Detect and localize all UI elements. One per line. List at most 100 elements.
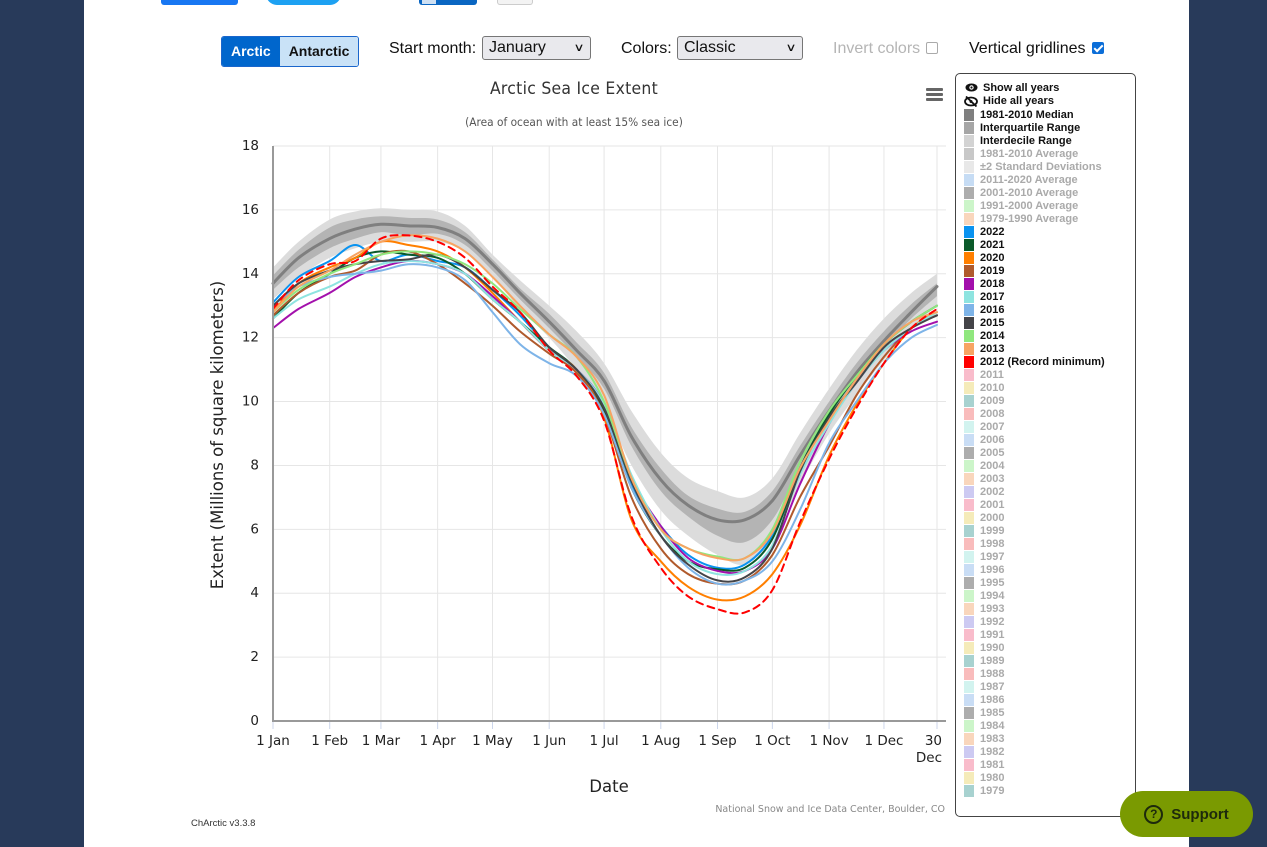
legend-item[interactable]: 2011-2020 Average [964, 173, 1135, 186]
legend-item[interactable]: 1979 [964, 784, 1135, 797]
chevron-down-icon: ∨ [785, 42, 797, 54]
legend-label: ±2 Standard Deviations [980, 160, 1102, 173]
legend-item[interactable]: 1995 [964, 576, 1135, 589]
legend-item[interactable]: 2021 [964, 238, 1135, 251]
legend-label: 2012 (Record minimum) [980, 355, 1105, 368]
legend-item[interactable]: 2014 [964, 329, 1135, 342]
series-2021 [272, 250, 938, 572]
help-icon: ? [1144, 804, 1164, 824]
legend-swatch [964, 771, 974, 784]
legend-item[interactable]: 1983 [964, 732, 1135, 745]
show-all-years-label: Show all years [983, 81, 1060, 94]
antarctic-button[interactable]: Antarctic [279, 37, 359, 66]
legend-item[interactable]: 2003 [964, 472, 1135, 485]
legend-item[interactable]: 1986 [964, 693, 1135, 706]
legend-item[interactable]: 2002 [964, 485, 1135, 498]
legend-item[interactable]: 2009 [964, 394, 1135, 407]
legend-item[interactable]: 1981-2010 Average [964, 147, 1135, 160]
support-button[interactable]: ? Support [1120, 791, 1253, 837]
legend-item[interactable]: 2001-2010 Average [964, 186, 1135, 199]
legend-item[interactable]: 1994 [964, 589, 1135, 602]
chart-controls: Arctic Antarctic Start month: January ∨ … [84, 36, 1189, 68]
legend-item[interactable]: 1981 [964, 758, 1135, 771]
legend-item[interactable]: 1980 [964, 771, 1135, 784]
legend-item[interactable]: 2007 [964, 420, 1135, 433]
hide-all-years-button[interactable]: Hide all years [964, 95, 1135, 109]
legend-item[interactable]: 1993 [964, 602, 1135, 615]
hide-all-years-label: Hide all years [983, 95, 1054, 108]
start-month-select[interactable]: January ∨ [482, 36, 591, 60]
hemisphere-toggle: Arctic Antarctic [221, 36, 360, 67]
legend-label: 2015 [980, 316, 1005, 329]
legend-item[interactable]: 1989 [964, 654, 1135, 667]
legend-item[interactable]: 1982 [964, 745, 1135, 758]
legend-item[interactable]: 1992 [964, 615, 1135, 628]
colors-label: Colors: [621, 40, 672, 57]
legend-item[interactable]: 2000 [964, 511, 1135, 524]
legend-item[interactable]: 2010 [964, 381, 1135, 394]
legend-item[interactable]: ±2 Standard Deviations [964, 160, 1135, 173]
legend-label: 2014 [980, 329, 1005, 342]
x-axis-title: Date [589, 777, 628, 796]
series-2015 [272, 253, 938, 583]
vertical-gridlines-checkbox[interactable] [1091, 42, 1104, 54]
colors-select[interactable]: Classic ∨ [677, 36, 803, 60]
legend-swatch [964, 459, 974, 472]
legend-item[interactable]: 1981-2010 Median [964, 108, 1135, 121]
legend-item[interactable]: 1991-2000 Average [964, 199, 1135, 212]
legend-item[interactable]: 2013 [964, 342, 1135, 355]
legend-item[interactable]: 1984 [964, 719, 1135, 732]
legend-item[interactable]: 2017 [964, 290, 1135, 303]
legend-item[interactable]: 1997 [964, 550, 1135, 563]
version-label: ChArctic v3.3.8 [191, 818, 256, 829]
series-2017 [272, 260, 938, 577]
legend-item[interactable]: 2001 [964, 498, 1135, 511]
legend-swatch [964, 732, 974, 745]
legend-item[interactable]: 1987 [964, 680, 1135, 693]
y-tick-label: 8 [250, 457, 259, 473]
legend-swatch [964, 654, 974, 667]
legend-item[interactable]: 2011 [964, 368, 1135, 381]
facebook-share-button[interactable] [161, 0, 238, 5]
legend-item[interactable]: 2005 [964, 446, 1135, 459]
legend-swatch [964, 550, 974, 563]
linkedin-share-button[interactable] [419, 0, 477, 5]
legend-label: 2011-2020 Average [980, 173, 1078, 186]
legend-label: 1989 [980, 654, 1005, 667]
x-tick-label: 30 Dec [916, 733, 942, 766]
legend-item[interactable]: 1991 [964, 628, 1135, 641]
legend-item[interactable]: 1985 [964, 706, 1135, 719]
legend-item[interactable]: 1996 [964, 563, 1135, 576]
legend-label: 2000 [980, 511, 1005, 524]
legend-swatch [964, 498, 974, 511]
legend-item[interactable]: 2018 [964, 277, 1135, 290]
legend-label: 1981-2010 Median [980, 108, 1074, 121]
legend-item[interactable]: 1988 [964, 667, 1135, 680]
legend-item[interactable]: Interquartile Range [964, 121, 1135, 134]
legend-item[interactable]: 2004 [964, 459, 1135, 472]
legend-item[interactable]: 2015 [964, 316, 1135, 329]
legend-item[interactable]: 1998 [964, 537, 1135, 550]
legend-item[interactable]: 2022 [964, 225, 1135, 238]
x-tick-label: 1 Jul [589, 733, 618, 749]
legend-item[interactable]: 2019 [964, 264, 1135, 277]
legend-item[interactable]: Interdecile Range [964, 134, 1135, 147]
x-tick-label: 1 Aug [641, 733, 680, 749]
twitter-share-button[interactable] [266, 0, 341, 5]
legend-swatch [964, 589, 974, 602]
legend-item[interactable]: 1999 [964, 524, 1135, 537]
legend-item[interactable]: 1979-1990 Average [964, 212, 1135, 225]
invert-colors-checkbox[interactable] [926, 42, 939, 54]
legend-item[interactable]: 2006 [964, 433, 1135, 446]
legend-swatch [964, 212, 974, 225]
legend-item[interactable]: 1990 [964, 641, 1135, 654]
legend-item[interactable]: 2008 [964, 407, 1135, 420]
show-all-years-button[interactable]: Show all years [964, 81, 1135, 95]
share-more-button[interactable] [497, 0, 533, 5]
legend-item[interactable]: 2012 (Record minimum) [964, 355, 1135, 368]
legend-item[interactable]: 2020 [964, 251, 1135, 264]
arctic-button[interactable]: Arctic [222, 37, 280, 66]
legend-item[interactable]: 2016 [964, 303, 1135, 316]
chart-menu-icon[interactable] [926, 88, 943, 102]
x-tick-label: 1 Jan [256, 733, 290, 749]
